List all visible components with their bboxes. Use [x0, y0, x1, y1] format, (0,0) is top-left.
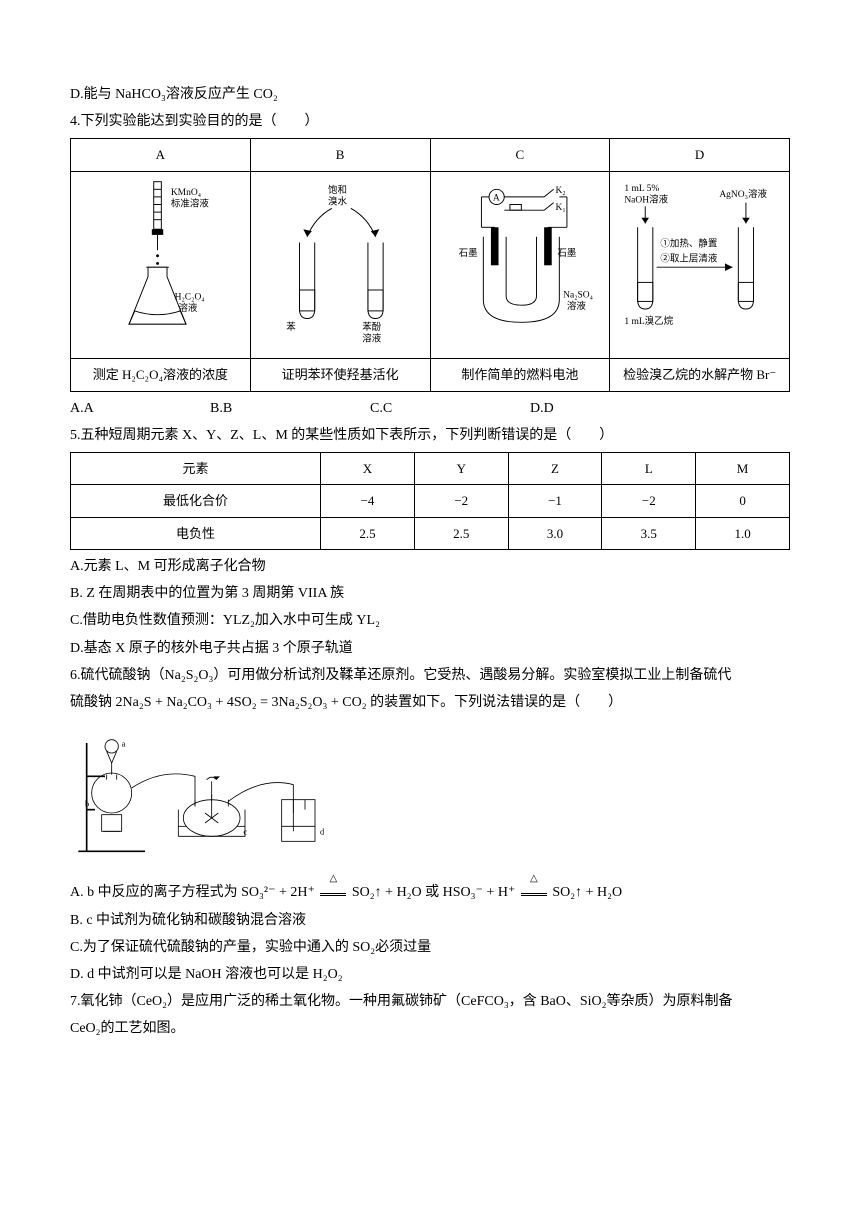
q5-col-l: L: [602, 452, 696, 484]
q6-opt-a-eq1: SO₃²⁻ + 2H⁺: [241, 885, 315, 900]
q4-fig-b: 饱和 溴水 苯 苯酚 溶液: [250, 171, 430, 358]
svg-text:A: A: [492, 193, 499, 203]
q6-stem-1: 6.硫代硫酸钠（Na₂S₂O₃）可用做分析试剂及鞣革还原剂。它受热、遇酸易分解。…: [70, 663, 790, 688]
fig-c-right: 石墨: [557, 248, 577, 259]
q6-label-c: c: [243, 828, 247, 837]
q6-label-b: b: [85, 800, 89, 809]
q4-choice-c: C.C: [370, 396, 530, 421]
q5-val-m: 0: [696, 485, 790, 517]
q5-rh-eneg: 电负性: [71, 517, 321, 549]
q4-header-c: C: [430, 139, 610, 171]
q4-choice-a: A.A: [70, 396, 210, 421]
q5-val-x: −4: [321, 485, 415, 517]
q4-desc-d: 检验溴乙烷的水解产物 Br⁻: [610, 359, 790, 391]
q3-option-d: D.能与 NaHCO₃溶液反应产生 CO₂: [70, 82, 790, 107]
fig-b-sub: 溴水: [328, 195, 348, 207]
q6-opt-a-prefix: A. b 中反应的离子方程式为: [70, 885, 238, 900]
fig-c-sol-sub: 溶液: [566, 300, 586, 312]
q5-rh-valence: 最低化合价: [71, 485, 321, 517]
q4-figure-row: KMnO₄ 标准溶液 H₂C₂O₄ 溶液 饱和 溴水: [71, 171, 790, 358]
q5-col-y: Y: [414, 452, 508, 484]
fig-d-l2: NaOH溶液: [625, 193, 669, 205]
heat-arrow-icon: △: [519, 880, 549, 905]
q5-val-l: −2: [602, 485, 696, 517]
q4-header-b: B: [250, 139, 430, 171]
q4-fig-a: KMnO₄ 标准溶液 H₂C₂O₄ 溶液: [71, 171, 251, 358]
fig-c-k2: K₂: [555, 186, 565, 196]
q6-opt-a-mid: SO₂↑ + H₂O 或 HSO₃⁻ + H⁺: [352, 885, 515, 900]
fig-d-bottom: 1 mL溴乙烷: [625, 315, 674, 327]
q4-fig-c: A K₂ K₁ 石墨 石墨: [430, 171, 610, 358]
q6-eq-prefix: 硫酸钠: [70, 695, 112, 710]
q6-equation: 2Na₂S + Na₂CO₃ + 4SO₂ = 3Na₂S₂O₃ + CO₂: [116, 695, 367, 710]
q5-val-y: −2: [414, 485, 508, 517]
fig-b-top: 饱和: [328, 184, 347, 196]
q6-opt-d: D. d 中试剂可以是 NaOH 溶液也可以是 H₂O₂: [70, 962, 790, 987]
fig-d-step1: ①加热、静置: [661, 237, 718, 249]
q7-line2: CeO₂的工艺如图。: [70, 1016, 790, 1041]
q6-label-a: a: [122, 740, 126, 749]
fig-a-kmno4: KMnO₄: [171, 188, 201, 198]
fig-b-right-sub: 溶液: [362, 332, 382, 344]
q4-choice-d: D.D: [530, 396, 690, 421]
q5-opt-d: D.基态 X 原子的核外电子共占据 3 个原子轨道: [70, 636, 790, 661]
q6-stem-2: 硫酸钠 2Na₂S + Na₂CO₃ + 4SO₂ = 3Na₂S₂O₃ + C…: [70, 690, 790, 715]
fig-c-left: 石墨: [458, 248, 478, 259]
q5-row-valence: 最低化合价 −4 −2 −1 −2 0: [71, 485, 790, 517]
q4-stem: 4.下列实验能达到实验目的的是（ ）: [70, 109, 790, 134]
q6-label-d: d: [320, 828, 325, 837]
q5-en-l: 3.5: [602, 517, 696, 549]
q6-opt-a-eq2: SO₂↑ + H₂O: [552, 885, 622, 900]
q4-choice-b: B.B: [210, 396, 370, 421]
q7-line1: 7.氧化铈（CeO₂）是应用广泛的稀土氧化物。一种用氟碳铈矿（CeFCO₃，含 …: [70, 989, 790, 1014]
q5-opt-b: B. Z 在周期表中的位置为第 3 周期第 VIIA 族: [70, 581, 790, 606]
q5-opt-c: C.借助电负性数值预测：YLZ₂加入水中可生成 YL₂: [70, 608, 790, 633]
q5-col-m: M: [696, 452, 790, 484]
q4-desc-row: 测定 H₂C₂O₄溶液的浓度 证明苯环使羟基活化 制作简单的燃料电池 检验溴乙烷…: [71, 359, 790, 391]
q5-en-y: 2.5: [414, 517, 508, 549]
q4-table: A B C D KMnO₄ 标准溶液: [70, 138, 790, 391]
q6-opt-b: B. c 中试剂为硫化钠和碳酸钠混合溶液: [70, 908, 790, 933]
q6-figure: a b c d: [70, 723, 790, 872]
fig-a-std: 标准溶液: [171, 197, 210, 209]
q5-rh-element: 元素: [71, 452, 321, 484]
fig-c-k1: K₁: [555, 203, 565, 213]
fig-a-sol: 溶液: [178, 302, 198, 314]
q5-row-eneg: 电负性 2.5 2.5 3.0 3.5 1.0: [71, 517, 790, 549]
q5-opt-a: A.元素 L、M 可形成离子化合物: [70, 554, 790, 579]
q5-table: 元素 X Y Z L M 最低化合价 −4 −2 −1 −2 0 电负性 2.5…: [70, 452, 790, 550]
fig-d-l1: 1 mL 5%: [625, 184, 660, 194]
q4-header-d: D: [610, 139, 790, 171]
q4-desc-c: 制作简单的燃料电池: [430, 359, 610, 391]
q4-desc-b: 证明苯环使羟基活化: [250, 359, 430, 391]
q5-col-z: Z: [508, 452, 602, 484]
q4-choices: A.A B.B C.C D.D: [70, 396, 790, 421]
q5-en-z: 3.0: [508, 517, 602, 549]
q4-header-row: A B C D: [71, 139, 790, 171]
q5-row-element: 元素 X Y Z L M: [71, 452, 790, 484]
q5-en-x: 2.5: [321, 517, 415, 549]
fig-a-h2c2o4: H₂C₂O₄: [175, 292, 205, 302]
heat-arrow-icon: △: [318, 880, 348, 905]
q6-opt-a: A. b 中反应的离子方程式为 SO₃²⁻ + 2H⁺ △ SO₂↑ + H₂O…: [70, 880, 790, 905]
fig-b-left: 苯: [286, 321, 296, 333]
fig-c-sol: Na₂SO₄: [563, 290, 593, 300]
fig-d-step2: ②取上层清液: [661, 252, 719, 264]
fig-b-right-top: 苯酚: [362, 321, 382, 333]
q4-header-a: A: [71, 139, 251, 171]
q6-opt-c: C.为了保证硫代硫酸钠的产量，实验中通入的 SO₂必须过量: [70, 935, 790, 960]
fig-d-r: AgNO₃溶液: [720, 188, 768, 200]
q4-fig-d: 1 mL 5% NaOH溶液 AgNO₃溶液 ①加热、静置 ②取上层清液: [610, 171, 790, 358]
q5-en-m: 1.0: [696, 517, 790, 549]
q5-col-x: X: [321, 452, 415, 484]
q5-val-z: −1: [508, 485, 602, 517]
q6-eq-suffix: 的装置如下。下列说法错误的是（ ）: [370, 695, 622, 710]
q5-stem: 5.五种短周期元素 X、Y、Z、L、M 的某些性质如下表所示，下列判断错误的是（…: [70, 423, 790, 448]
q4-desc-a: 测定 H₂C₂O₄溶液的浓度: [71, 359, 251, 391]
